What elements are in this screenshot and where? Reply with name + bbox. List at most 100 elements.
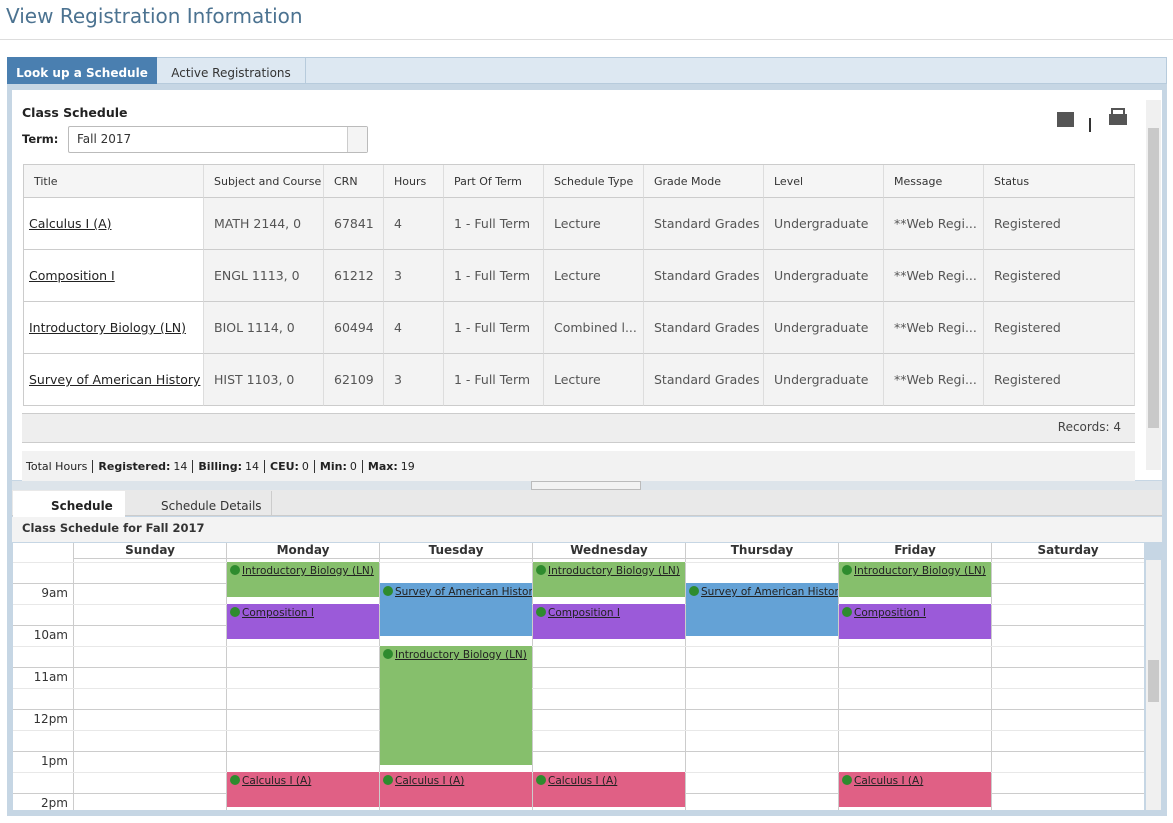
- tab[interactable]: Schedule: [13, 491, 125, 517]
- calendar-event[interactable]: Composition I: [533, 604, 685, 639]
- email-icon[interactable]: [1057, 112, 1074, 127]
- tab[interactable]: Active Registrations: [157, 57, 306, 84]
- cell-text: 62109: [334, 372, 374, 387]
- calendar-event[interactable]: Introductory Biology (LN): [839, 562, 991, 597]
- total-item: Min: 0: [313, 460, 357, 473]
- total-label: CEU:: [270, 460, 299, 473]
- event-label[interactable]: Introductory Biology (LN): [395, 649, 527, 661]
- calendar-event[interactable]: Calculus I (A): [839, 772, 991, 807]
- calendar-event[interactable]: Survey of American History: [380, 583, 532, 636]
- cell-text: 1 - Full Term: [454, 372, 531, 387]
- grid-line: [13, 709, 1144, 710]
- event-label[interactable]: Survey of American History: [395, 586, 532, 598]
- calendar-event[interactable]: Introductory Biology (LN): [380, 646, 532, 765]
- column-header[interactable]: Hours: [384, 165, 444, 198]
- records-bar: Records: 4: [22, 413, 1135, 443]
- course-link[interactable]: Survey of American History: [29, 372, 201, 387]
- table-cell: Standard Grades: [644, 354, 764, 406]
- table-cell: **Web Regi...: [884, 250, 984, 302]
- table-cell: Combined l...: [544, 302, 644, 354]
- page-title: View Registration Information: [6, 4, 303, 28]
- check-icon: [230, 565, 240, 575]
- calendar-event[interactable]: Survey of American History: [686, 583, 838, 636]
- total-item: Registered: 14: [92, 460, 188, 473]
- calendar-event[interactable]: Calculus I (A): [380, 772, 532, 807]
- event-label[interactable]: Calculus I (A): [548, 775, 618, 787]
- course-link[interactable]: Introductory Biology (LN): [29, 320, 187, 335]
- calendar-event[interactable]: Composition I: [227, 604, 379, 639]
- check-icon: [842, 565, 852, 575]
- table-cell: 1 - Full Term: [444, 198, 544, 250]
- event-label[interactable]: Introductory Biology (LN): [242, 565, 374, 577]
- tab[interactable]: Schedule Details: [125, 491, 272, 516]
- table-cell: Registered: [984, 302, 1135, 354]
- event-label[interactable]: Composition I: [548, 607, 621, 619]
- table-cell: MATH 2144, 0: [204, 198, 324, 250]
- event-label[interactable]: Introductory Biology (LN): [854, 565, 986, 577]
- column-header[interactable]: Schedule Type: [544, 165, 644, 198]
- calendar-event[interactable]: Introductory Biology (LN): [533, 562, 685, 597]
- cell-text: 3: [394, 372, 402, 387]
- column-header[interactable]: Level: [764, 165, 884, 198]
- grid-line: [13, 667, 1144, 668]
- course-link[interactable]: Calculus I (A): [29, 216, 112, 231]
- total-value: 0: [301, 460, 309, 473]
- table-cell: Registered: [984, 354, 1135, 406]
- time-label: 2pm: [41, 796, 68, 810]
- day-header: Sunday: [73, 543, 226, 559]
- event-label[interactable]: Calculus I (A): [242, 775, 312, 787]
- term-select[interactable]: Fall 2017: [68, 126, 368, 153]
- table-cell: 67841: [324, 198, 384, 250]
- column-header[interactable]: Title: [24, 165, 204, 198]
- column-header[interactable]: Grade Mode: [644, 165, 764, 198]
- event-label[interactable]: Calculus I (A): [395, 775, 465, 787]
- event-label[interactable]: Composition I: [242, 607, 315, 619]
- day-column: [838, 559, 991, 810]
- column-header[interactable]: Status: [984, 165, 1135, 198]
- column-header[interactable]: Part Of Term: [444, 165, 544, 198]
- cell-text: Standard Grades: [654, 268, 760, 283]
- table-cell: ENGL 1113, 0: [204, 250, 324, 302]
- print-icon[interactable]: [1109, 114, 1127, 125]
- event-label[interactable]: Calculus I (A): [854, 775, 924, 787]
- table-cell: Calculus I (A): [24, 198, 204, 250]
- column-header[interactable]: Message: [884, 165, 984, 198]
- splitter[interactable]: [12, 481, 1162, 490]
- cell-text: 1 - Full Term: [454, 320, 531, 335]
- grid-line: [13, 730, 1144, 731]
- table-cell: 4: [384, 198, 444, 250]
- table-cell: Standard Grades: [644, 302, 764, 354]
- scrollbar[interactable]: [1146, 560, 1161, 810]
- check-icon: [536, 775, 546, 785]
- check-icon: [383, 775, 393, 785]
- cell-text: **Web Regi...: [894, 268, 977, 283]
- day-header: Thursday: [685, 543, 838, 559]
- column-header[interactable]: CRN: [324, 165, 384, 198]
- table-cell: Lecture: [544, 354, 644, 406]
- table-cell: **Web Regi...: [884, 302, 984, 354]
- table-cell: BIOL 1114, 0: [204, 302, 324, 354]
- day-column: [532, 559, 685, 810]
- table-cell: 60494: [324, 302, 384, 354]
- calendar-event[interactable]: Composition I: [839, 604, 991, 639]
- event-label[interactable]: Composition I: [854, 607, 927, 619]
- calendar-event[interactable]: Calculus I (A): [533, 772, 685, 807]
- tab[interactable]: Look up a Schedule: [7, 57, 157, 84]
- event-label[interactable]: Introductory Biology (LN): [548, 565, 680, 577]
- event-label[interactable]: Survey of American History: [701, 586, 838, 598]
- scrollbar[interactable]: [1146, 100, 1161, 470]
- column-header[interactable]: Subject and Course Nur: [204, 165, 324, 198]
- term-label: Term:: [22, 132, 59, 146]
- cell-text: HIST 1103, 0: [214, 372, 295, 387]
- table-cell: 4: [384, 302, 444, 354]
- section-title: Class Schedule: [22, 105, 128, 120]
- table-cell: Composition I: [24, 250, 204, 302]
- table-cell: Undergraduate: [764, 354, 884, 406]
- cell-text: Undergraduate: [774, 372, 869, 387]
- calendar-event[interactable]: Calculus I (A): [227, 772, 379, 807]
- toolbar-icons[interactable]: [1055, 108, 1130, 134]
- records-value: 4: [1113, 420, 1121, 434]
- calendar-event[interactable]: Introductory Biology (LN): [227, 562, 379, 597]
- course-link[interactable]: Composition I: [29, 268, 115, 283]
